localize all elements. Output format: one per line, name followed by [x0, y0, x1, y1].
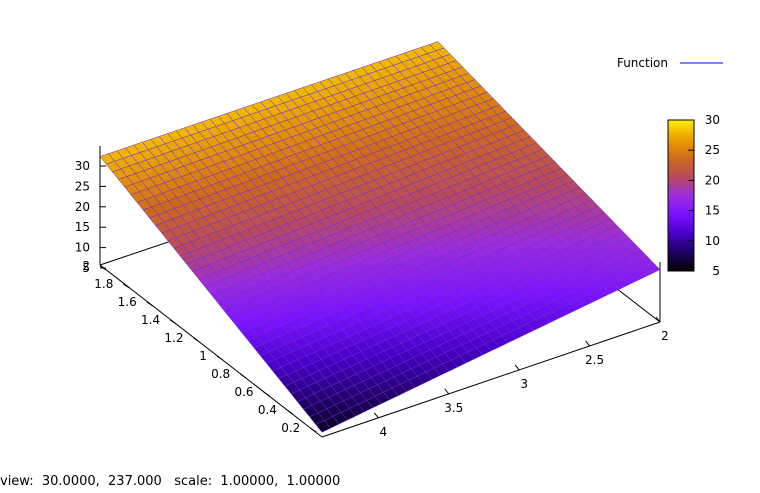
x-tick-label: 0.4 [258, 403, 277, 417]
x-tick-mark [193, 337, 200, 343]
x-tick-label: 0.6 [234, 385, 253, 399]
status-scale-values: 1.00000, 1.00000 [220, 474, 341, 489]
color-box [667, 119, 695, 272]
x-tick-label: 1.6 [118, 295, 137, 309]
x-tick-mark [286, 409, 294, 415]
x-tick-label: 1.4 [141, 313, 160, 327]
y-axis-ticks: 2 2.5 3 3.5 4 [373, 316, 669, 439]
z-tick-label: 15 [75, 220, 90, 234]
y-tick-label: 4 [380, 425, 388, 439]
floor-edge-left [99, 264, 323, 438]
y-tick-mark [373, 412, 379, 419]
x-tick-label: 0.8 [211, 367, 230, 381]
function-surface [99, 41, 661, 433]
x-tick-mark [239, 373, 247, 379]
z-tick-label: 30 [75, 159, 90, 173]
z-tick-label: 20 [75, 200, 90, 214]
x-tick-mark [169, 319, 177, 325]
colorbox-tick-label: 25 [705, 143, 720, 157]
y-tick-label: 2.5 [585, 353, 604, 367]
x-tick-mark [123, 283, 130, 289]
y-tick-label: 2 [661, 329, 669, 343]
status-scale-label: scale: [174, 474, 213, 489]
colorbox-tick-label: 5 [712, 264, 720, 278]
z-axis-ticks: 5 10 15 20 25 30 [75, 159, 106, 275]
z-tick-label: 25 [75, 179, 90, 193]
x-tick-mark [310, 427, 317, 433]
colorbox-tick-label: 15 [705, 204, 720, 218]
colorbox-tick-label: 10 [705, 234, 720, 248]
y-tick-label: 3 [520, 377, 528, 391]
y-tick-mark [655, 316, 661, 323]
x-tick-label: 1 [199, 349, 207, 363]
x-tick-label: 2 [82, 259, 90, 273]
x-tick-mark [146, 301, 154, 307]
x-axis-ticks: 0.2 0.4 0.6 0.8 1 1.2 1.4 1.6 1.8 2 [82, 259, 317, 435]
y-tick-mark [444, 388, 450, 395]
y-tick-mark [585, 340, 590, 347]
z-tick-label: 10 [75, 241, 90, 255]
y-tick-mark [514, 364, 520, 371]
legend: Function [617, 56, 723, 70]
colorbox-tick-label: 20 [705, 173, 720, 187]
color-box-gradient [667, 119, 695, 272]
x-tick-mark [263, 391, 270, 397]
colorbox-tick-label: 30 [705, 113, 720, 127]
x-tick-label: 0.2 [281, 421, 300, 435]
color-box-ticks: 5 10 15 20 25 30 [688, 113, 720, 278]
legend-label-function: Function [617, 56, 668, 70]
y-tick-label: 3.5 [444, 401, 463, 415]
x-tick-label: 1.8 [94, 277, 113, 291]
status-view-values: 30.0000, 237.000 [41, 474, 162, 489]
status-bar: view: 30.0000, 237.000 scale: 1.00000, 1… [0, 474, 340, 489]
surface-cell [315, 420, 331, 433]
z-tick-label: 5 [82, 261, 90, 275]
status-view-label: view: [0, 474, 34, 489]
x-tick-label: 1.2 [164, 331, 183, 345]
x-tick-mark [216, 355, 224, 361]
